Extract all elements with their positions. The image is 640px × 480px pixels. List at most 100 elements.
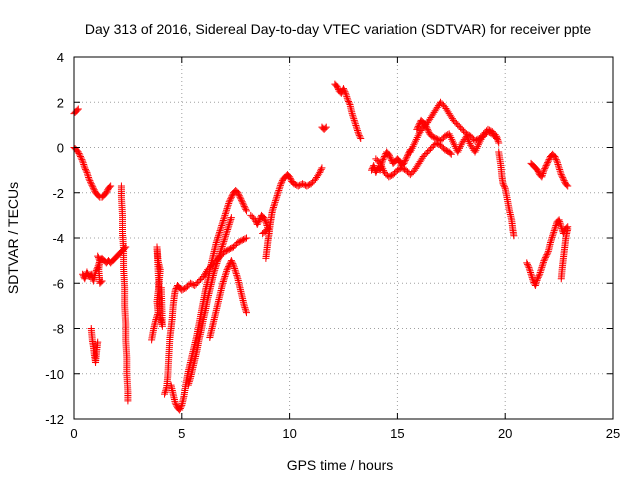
data-point xyxy=(448,135,456,143)
data-point xyxy=(235,238,243,246)
data-point xyxy=(219,239,227,247)
data-point xyxy=(545,156,553,164)
data-point xyxy=(553,157,561,165)
data-point xyxy=(262,218,270,226)
data-point xyxy=(230,263,238,271)
data-point xyxy=(556,166,564,174)
data-point xyxy=(401,156,409,164)
data-point xyxy=(221,232,229,240)
data-point xyxy=(554,160,562,168)
data-point xyxy=(171,399,179,407)
data-point xyxy=(220,237,228,245)
data-point xyxy=(240,236,248,244)
data-point xyxy=(184,381,192,389)
data-point xyxy=(88,181,96,189)
data-point xyxy=(385,150,393,158)
data-point xyxy=(429,133,437,141)
data-point xyxy=(449,137,457,145)
data-point xyxy=(510,232,518,240)
data-point xyxy=(474,141,482,149)
data-point xyxy=(540,257,548,265)
data-point xyxy=(564,182,572,190)
data-point xyxy=(428,132,436,140)
data-point xyxy=(78,156,86,164)
data-point xyxy=(276,183,284,191)
data-point xyxy=(227,257,235,265)
data-point xyxy=(539,258,547,266)
data-point xyxy=(316,168,324,176)
y-tick-label: -2 xyxy=(52,186,64,201)
data-point xyxy=(234,189,242,197)
data-point xyxy=(471,148,479,156)
data-point xyxy=(454,148,462,156)
data-point xyxy=(322,123,330,131)
data-point xyxy=(260,214,268,222)
data-point xyxy=(342,91,350,99)
data-point xyxy=(213,235,221,243)
data-point xyxy=(462,132,470,140)
data-point xyxy=(559,174,567,182)
data-point xyxy=(350,115,358,123)
data-point xyxy=(398,164,406,172)
data-point xyxy=(94,252,102,260)
data-point xyxy=(179,285,187,293)
data-point xyxy=(447,134,455,142)
data-point xyxy=(547,237,555,245)
data-point xyxy=(213,237,221,245)
data-points xyxy=(70,80,572,414)
data-point xyxy=(425,147,433,155)
data-point xyxy=(219,279,227,287)
y-tick-label: 4 xyxy=(57,50,64,65)
data-point xyxy=(421,151,429,159)
data-point xyxy=(226,196,234,204)
data-point xyxy=(237,196,245,204)
data-point xyxy=(220,276,228,284)
data-point xyxy=(555,162,563,170)
data-point xyxy=(528,272,536,280)
data-point xyxy=(213,258,221,266)
data-point xyxy=(255,217,263,225)
data-point xyxy=(176,406,184,414)
data-point xyxy=(557,221,565,229)
data-point xyxy=(217,246,225,254)
data-point xyxy=(370,162,378,170)
data-point xyxy=(349,111,357,119)
data-point xyxy=(196,275,204,283)
data-point xyxy=(455,144,463,152)
data-point xyxy=(422,122,430,130)
data-point xyxy=(412,135,420,143)
data-point xyxy=(223,206,231,214)
data-point xyxy=(408,144,416,152)
data-point xyxy=(446,132,454,140)
data-point xyxy=(161,388,169,396)
data-point xyxy=(270,202,278,210)
data-point xyxy=(555,164,563,172)
data-point xyxy=(380,168,388,176)
data-point xyxy=(494,136,502,144)
data-point xyxy=(524,262,532,270)
data-point xyxy=(233,271,241,279)
data-point xyxy=(345,99,353,107)
data-point xyxy=(75,150,83,158)
data-point xyxy=(544,249,552,257)
data-point xyxy=(551,223,559,231)
data-point xyxy=(195,277,203,285)
data-point xyxy=(79,159,87,167)
data-point xyxy=(213,259,221,267)
data-point xyxy=(538,171,546,179)
data-point xyxy=(541,255,549,263)
data-point xyxy=(406,148,414,156)
data-point xyxy=(247,211,255,219)
data-point xyxy=(534,275,542,283)
data-point xyxy=(555,216,563,224)
data-point xyxy=(222,231,230,239)
y-axis-label: SDTVAR / TECUs xyxy=(5,182,21,294)
data-point xyxy=(422,150,430,158)
data-point xyxy=(556,167,564,175)
data-point xyxy=(437,137,445,145)
data-point xyxy=(224,226,232,234)
data-point xyxy=(456,143,464,151)
data-point xyxy=(548,233,556,241)
data-point xyxy=(81,165,89,173)
data-point xyxy=(216,251,224,259)
